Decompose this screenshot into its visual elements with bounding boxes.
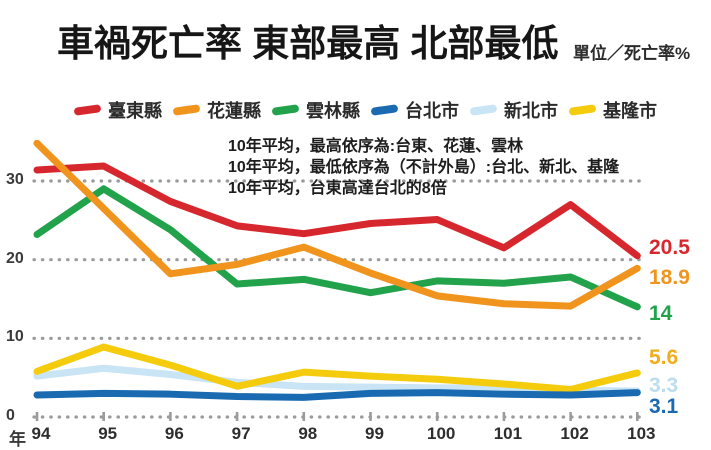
legend-item-台北市: 台北市 (370, 97, 459, 123)
x-tick-label-99: 99 (365, 424, 384, 443)
legend-label: 臺東縣 (108, 101, 162, 121)
series-lines (33, 139, 641, 401)
x-tick-label-100: 100 (427, 424, 456, 443)
y-tick-label-0: 0 (6, 407, 15, 424)
legend-swatch-icon (469, 104, 498, 116)
annotation-line-2: 10年平均，最低依序為（不計外島）:台北、新北、基隆 (228, 159, 620, 176)
unit-label: 單位／死亡率% (573, 44, 691, 63)
legend-swatch-icon (370, 104, 399, 116)
annotation-line-1: 10年平均，最高依序為:台東、花蓮、雲林 (228, 138, 524, 155)
x-tick-label-98: 98 (298, 424, 318, 443)
legend-label: 基隆市 (603, 101, 657, 121)
x-tick-label-97: 97 (231, 424, 251, 443)
y-tick-label-30: 30 (6, 170, 24, 188)
legend-item-新北市: 新北市 (469, 97, 558, 123)
line-台北市 (33, 389, 641, 401)
legend-swatch-icon (568, 104, 597, 116)
legend-label: 雲林縣 (306, 101, 360, 121)
annotations: 10年平均，最高依序為:台東、花蓮、雲林 10年平均，最低依序為（不計外島）:台… (228, 136, 619, 199)
end-label-雲林縣: 14 (649, 302, 673, 325)
legend: 臺東縣 花蓮縣 雲林縣 台北市 新北市 基隆市 (73, 97, 657, 123)
end-label-花蓮縣: 18.9 (649, 266, 690, 289)
legend-item-雲林縣: 雲林縣 (271, 97, 360, 123)
x-tick-label-101: 101 (493, 424, 523, 443)
line-基隆市 (33, 343, 641, 393)
legend-label: 新北市 (504, 101, 558, 121)
annotation-line-3: 10年平均，台東高達台北的8倍 (228, 180, 447, 197)
y-tick-label-20: 20 (6, 249, 24, 267)
x-axis-ticks (35, 412, 639, 421)
legend-swatch-icon (73, 104, 102, 116)
end-label-基隆市: 5.6 (649, 346, 679, 369)
legend-label: 花蓮縣 (207, 101, 261, 121)
legend-item-臺東縣: 臺東縣 (73, 97, 162, 123)
x-tick-label-96: 96 (164, 424, 184, 443)
page-title: 車禍死亡率 東部最高 北部最低 (57, 23, 559, 64)
x-tick-label-103: 103 (627, 424, 656, 443)
x-axis-title: 年 (9, 430, 26, 449)
end-label-台北市: 3.1 (649, 395, 679, 418)
line-雲林縣 (33, 185, 641, 311)
legend-item-基隆市: 基隆市 (568, 97, 657, 123)
x-tick-label-102: 102 (560, 424, 589, 443)
legend-label: 台北市 (405, 101, 459, 121)
legend-swatch-icon (172, 104, 201, 116)
end-label-臺東縣: 20.5 (649, 236, 690, 259)
end-label-新北市: 3.3 (649, 374, 679, 397)
line-花蓮縣 (33, 139, 641, 310)
x-tick-label-95: 95 (98, 424, 118, 443)
legend-swatch-icon (271, 104, 300, 116)
y-tick-label-10: 10 (6, 328, 24, 346)
x-tick-label-94: 94 (31, 424, 51, 443)
legend-item-花蓮縣: 花蓮縣 (172, 97, 261, 123)
line-臺東縣 (33, 162, 641, 260)
